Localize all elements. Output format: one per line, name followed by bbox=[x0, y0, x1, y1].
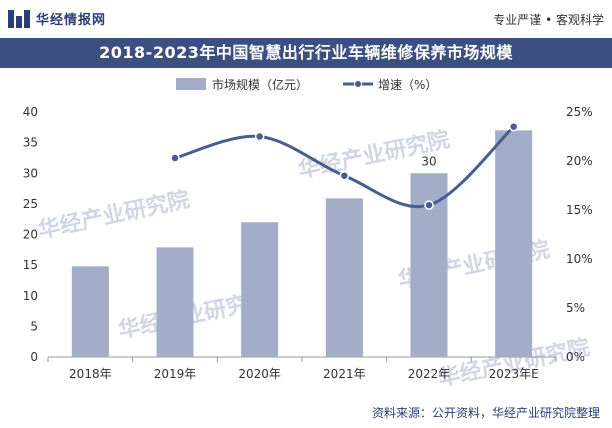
y-tick-label: 5 bbox=[30, 319, 38, 333]
y-tick-label: 10 bbox=[23, 289, 38, 303]
source-note: 资料来源：公开资料，华经产业研究院整理 bbox=[371, 406, 600, 420]
x-tick-label: 2019年 bbox=[154, 367, 197, 381]
y-tick-label: 0 bbox=[30, 350, 38, 364]
x-tick-label: 2022年 bbox=[408, 367, 451, 381]
x-tick-label: 2021年 bbox=[323, 367, 366, 381]
bar bbox=[241, 222, 279, 357]
x-tick-label: 2023年E bbox=[489, 367, 539, 381]
logo: 华经情报网 bbox=[8, 9, 106, 28]
growth-point bbox=[170, 153, 180, 163]
logo-text: 华经情报网 bbox=[36, 13, 107, 28]
axes: 0 5 10 15 20 25 30 35 40 0% 5% 10% 15% 20% 25% 2018年 201… bbox=[23, 105, 593, 381]
y-tick-label: 20 bbox=[23, 228, 38, 242]
y2-tick-label: 20% bbox=[566, 154, 593, 168]
legend-marker-line bbox=[354, 80, 362, 88]
bar bbox=[71, 266, 109, 357]
growth-point bbox=[508, 121, 519, 132]
chart-title: 2018-2023年中国智慧出行行业车辆维修保养市场规模 bbox=[0, 38, 612, 68]
x-tick-label: 2018年 bbox=[69, 367, 112, 381]
growth-line bbox=[170, 121, 519, 210]
y2-tick-label: 5% bbox=[566, 301, 585, 315]
bar-value-label: 30 bbox=[421, 154, 436, 168]
y-tick-label: 35 bbox=[23, 136, 38, 150]
legend-label-bar: 市场规模（亿元） bbox=[212, 77, 308, 92]
y-tick-label: 15 bbox=[23, 258, 38, 272]
legend-label-line: 增速（%） bbox=[378, 78, 437, 92]
tagline: 专业严谨 • 客观科学 bbox=[493, 13, 604, 27]
y2-tick-label: 25% bbox=[566, 105, 593, 119]
bar bbox=[495, 130, 533, 357]
bar bbox=[156, 247, 194, 357]
growth-point bbox=[254, 131, 265, 142]
y-tick-label: 40 bbox=[23, 105, 38, 119]
legend-swatch-bar bbox=[176, 78, 206, 90]
x-tick-label: 2020年 bbox=[238, 367, 281, 381]
logo-icon bbox=[8, 9, 30, 28]
y2-tick-label: 0% bbox=[566, 350, 585, 364]
data-labels: 30 bbox=[421, 154, 436, 168]
growth-point bbox=[424, 200, 434, 210]
y-tick-label: 30 bbox=[23, 166, 38, 180]
bars bbox=[71, 130, 533, 357]
legend: 市场规模（亿元） 增速（%） bbox=[176, 77, 437, 92]
header-bar: 华经情报网 专业严谨 • 客观科学 bbox=[0, 0, 612, 38]
y-tick-label: 25 bbox=[23, 197, 38, 211]
growth-point bbox=[339, 170, 350, 181]
bar bbox=[325, 198, 363, 357]
y2-tick-label: 10% bbox=[566, 252, 593, 266]
watermark-text: 华经产业研究院 bbox=[36, 186, 192, 243]
y2-tick-label: 15% bbox=[566, 203, 593, 217]
